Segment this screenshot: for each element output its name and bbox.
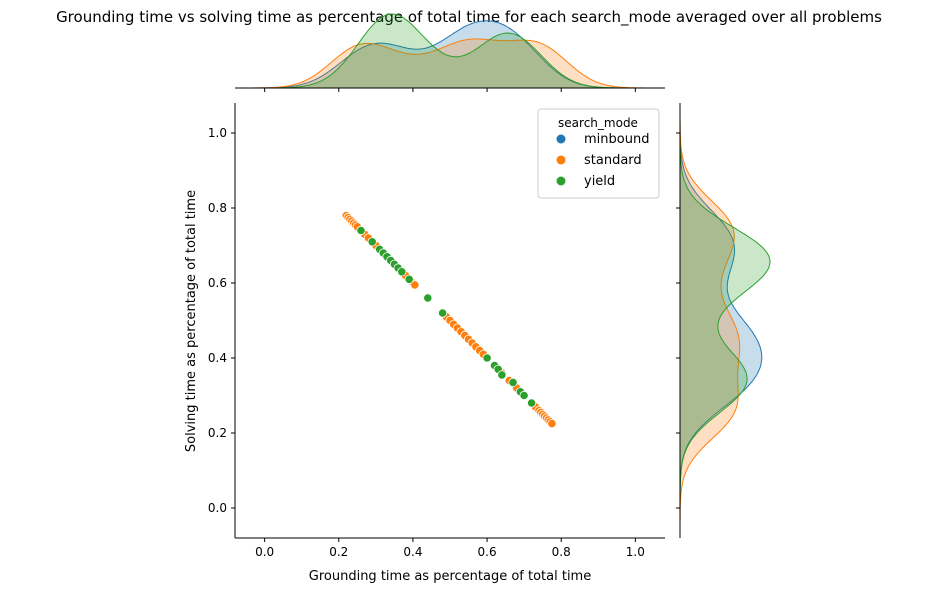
legend-items: minbound standard yield [556, 132, 649, 189]
point-yield [397, 267, 407, 277]
x-tick-label: 0.4 [403, 545, 422, 559]
y-tick-label: 0.6 [208, 276, 227, 290]
legend-marker-standard [556, 155, 566, 165]
y-tick-label: 0.8 [208, 201, 227, 215]
point-yield [423, 293, 433, 303]
legend-label-minbound: minbound [584, 132, 649, 147]
point-yield [404, 274, 414, 284]
point-yield [519, 390, 529, 401]
point-yield [367, 237, 377, 247]
point-yield [526, 398, 537, 408]
y-tick-label: 0.4 [208, 351, 227, 365]
x-tick-label: 1.0 [626, 545, 645, 559]
legend-label-standard: standard [584, 153, 642, 168]
point-yield [437, 308, 448, 318]
x-tick-label: 0.0 [255, 545, 274, 559]
legend: search_mode minbound standard yield [537, 108, 660, 199]
y-tick-label: 1.0 [208, 126, 227, 140]
y-axis-label: Solving time as percentage of total time [184, 190, 199, 452]
x-tick-label: 0.8 [552, 545, 571, 559]
chart-title: Grounding time vs solving time as percen… [56, 8, 882, 27]
top-kde-yield [246, 13, 654, 89]
legend-title: search_mode [558, 116, 638, 130]
right-kde-standard [679, 114, 741, 527]
x-tick-label: 0.2 [329, 545, 348, 559]
scatter-points [341, 210, 557, 429]
point-yield [356, 225, 366, 236]
right-marginal-kde [679, 114, 771, 527]
top-marginal-kde [246, 13, 654, 89]
y-tick-label: 0.2 [208, 426, 227, 440]
x-tick-label: 0.6 [478, 545, 497, 559]
y-tick-label: 0.0 [208, 501, 227, 515]
x-axis-label: Grounding time as percentage of total ti… [309, 569, 591, 584]
point-yield [497, 370, 507, 380]
point-standard [410, 280, 420, 290]
legend-box [537, 108, 660, 199]
top-kde-standard [246, 38, 654, 89]
point-standard [547, 418, 557, 429]
point-yield [482, 353, 492, 363]
main-axes: 0.0 0.2 0.4 0.6 0.8 1.0 0.0 0.2 0.4 0.6 0.8 1.0 [208, 87, 681, 559]
right-kde-yield [679, 114, 771, 527]
legend-label-yield: yield [584, 174, 615, 189]
legend-marker-yield [556, 176, 566, 186]
legend-marker-minbound [556, 134, 566, 144]
point-yield [508, 377, 518, 387]
